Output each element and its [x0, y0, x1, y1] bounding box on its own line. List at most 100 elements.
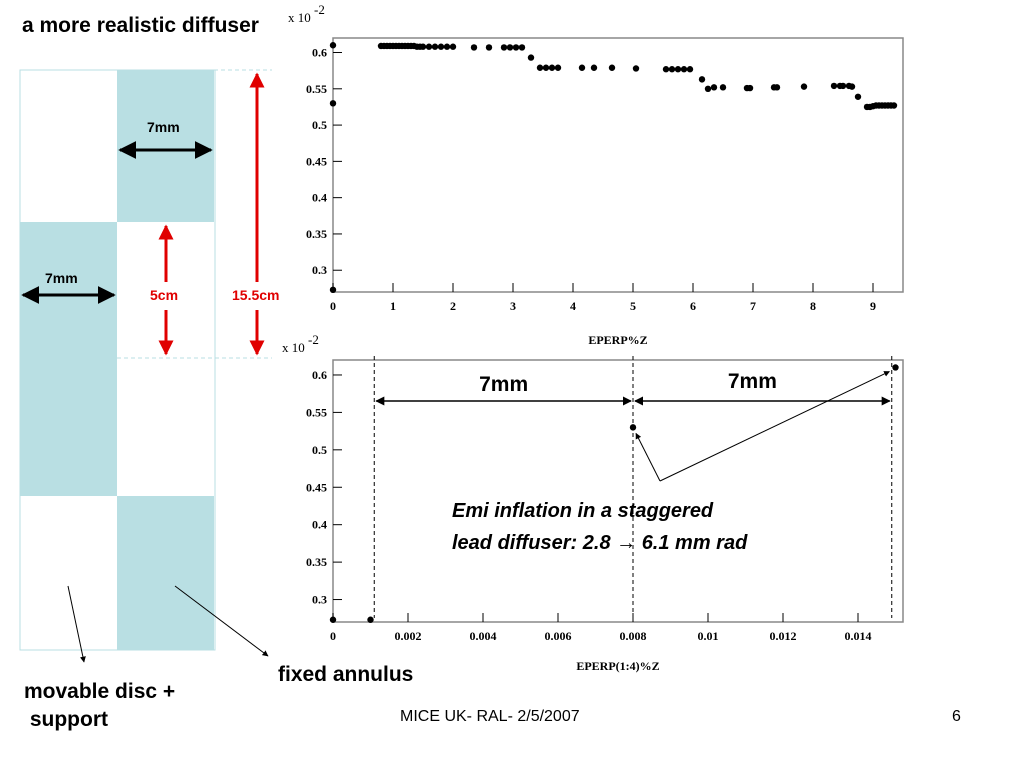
data-point [839, 82, 847, 90]
fixed-annulus-top [117, 70, 214, 222]
data-point [680, 66, 688, 73]
x-tick-label: 0.004 [470, 629, 497, 643]
data-point [500, 44, 508, 51]
y-tick-label: 0.55 [306, 405, 327, 419]
data-point [329, 42, 337, 49]
data-point [662, 66, 670, 73]
y-tick-label: 0.45 [306, 154, 327, 168]
data-point [719, 84, 727, 91]
x-tick-label: 0 [330, 629, 336, 643]
x-tick-label: 3 [510, 299, 516, 313]
x-tick-label: 0.01 [698, 629, 719, 643]
y-tick-label: 0.6 [312, 368, 327, 382]
x-tick-label: 0.002 [395, 629, 422, 643]
x-tick-label: 6 [690, 299, 696, 313]
data-point [506, 44, 514, 51]
data-point [329, 616, 337, 623]
data-point [686, 66, 694, 73]
data-point [443, 43, 451, 50]
data-point [710, 84, 718, 91]
data-point [892, 364, 899, 371]
x-tick-label: 1 [390, 299, 396, 313]
data-point [437, 43, 445, 50]
y-tick-label: 0.4 [312, 191, 327, 205]
data-point [419, 43, 427, 50]
pointer-fixed [174, 585, 269, 657]
y-tick-label: 0.3 [312, 263, 327, 277]
data-point [554, 64, 562, 71]
x-axis-label: EPERP%Z [588, 333, 647, 347]
data-point [329, 286, 337, 294]
data-point [449, 43, 457, 50]
label-movable-line1: movable disc + [24, 680, 176, 703]
data-point [629, 424, 637, 431]
data-point [848, 83, 856, 90]
dim-label-15cm: 15.5cm [232, 287, 279, 303]
data-point [668, 66, 676, 73]
x-tick-label: 8 [810, 299, 816, 313]
data-point [704, 85, 712, 93]
y-multiplier: x 10 [288, 10, 311, 25]
data-point [773, 84, 781, 91]
pointer-movable [67, 585, 86, 663]
y-tick-label: 0.35 [306, 227, 327, 241]
y-tick-label: 0.4 [312, 518, 327, 532]
data-point [536, 64, 544, 71]
data-point [854, 93, 862, 100]
x-tick-label: 0 [330, 299, 336, 313]
gap-label-2: 7mm [728, 370, 777, 393]
pointer-to-0.61 [659, 371, 891, 482]
gap-label-1: 7mm [479, 373, 528, 396]
data-point [590, 64, 598, 71]
movable-disc-block [20, 222, 117, 496]
data-point [698, 76, 706, 83]
data-point [512, 44, 520, 51]
data-point [548, 64, 556, 71]
data-point [542, 64, 550, 71]
y-tick-label: 0.5 [312, 443, 327, 457]
slide-title: a more realistic diffuser [22, 14, 259, 37]
data-point [527, 54, 535, 61]
x-tick-label: 2 [450, 299, 456, 313]
x-axis-label: EPERP(1:4)%Z [576, 659, 659, 673]
x-tick-label: 0.014 [845, 629, 872, 643]
chart-top: 0.30.350.40.450.50.550.60 1 2 3 4 5 6 7 8 9x 10-2… [288, 2, 904, 347]
dim-label-left: 7mm [45, 270, 78, 286]
x-tick-label: 4 [570, 299, 576, 313]
data-point [674, 66, 682, 73]
pointer-to-0.53 [635, 432, 661, 482]
data-point [746, 84, 754, 92]
x-tick-label: 9 [870, 299, 876, 313]
dim-label-top: 7mm [147, 119, 180, 135]
annotation-line2: lead diffuser: 2.8 → 6.1 mm rad [452, 532, 748, 554]
x-tick-label: 0.006 [545, 629, 572, 643]
data-point [485, 44, 493, 51]
label-movable-line2: support [24, 708, 108, 731]
page-number: 6 [952, 708, 961, 725]
data-point [329, 100, 337, 107]
data-point [470, 44, 478, 51]
y-tick-label: 0.55 [306, 82, 327, 96]
data-point [830, 82, 838, 90]
y-tick-label: 0.6 [312, 46, 327, 60]
y-tick-label: 0.5 [312, 118, 327, 132]
data-point [518, 44, 526, 51]
plot-frame [332, 359, 904, 623]
data-point [578, 64, 586, 71]
plot-frame [332, 37, 904, 293]
fixed-annulus-bottom [117, 496, 214, 650]
data-point [431, 43, 439, 50]
x-tick-label: 0.012 [770, 629, 797, 643]
dim-label-5cm: 5cm [150, 287, 178, 303]
x-tick-label: 5 [630, 299, 636, 313]
y-multiplier-exponent: -2 [308, 332, 319, 347]
data-point [425, 43, 433, 50]
diffuser-diagram: 7mm 7mm 5cm 15.5cm [19, 69, 279, 663]
label-fixed-annulus: fixed annulus [278, 663, 414, 686]
x-tick-label: 0.008 [620, 629, 647, 643]
y-tick-label: 0.35 [306, 555, 327, 569]
x-tick-label: 7 [750, 299, 756, 313]
y-multiplier-exponent: -2 [314, 2, 325, 17]
y-tick-label: 0.3 [312, 593, 327, 607]
data-point [367, 616, 374, 623]
